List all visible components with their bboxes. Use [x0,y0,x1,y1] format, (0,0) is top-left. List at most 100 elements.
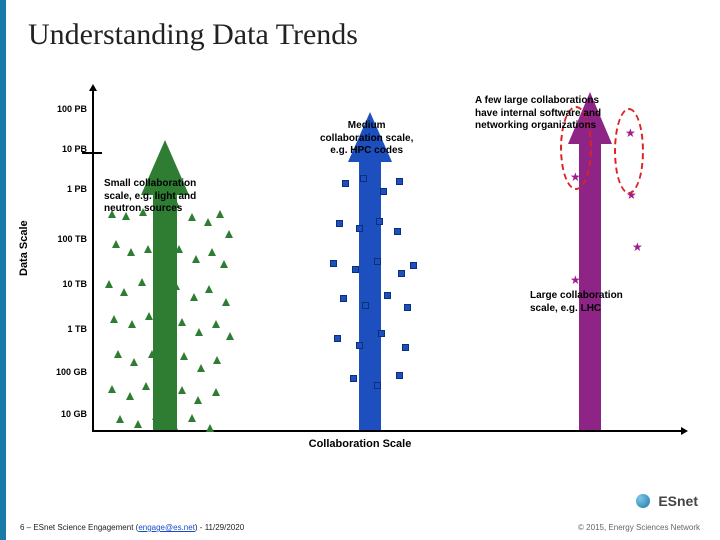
triangle-marker [148,350,156,358]
square-marker [356,342,363,349]
square-marker [378,330,385,337]
triangle-marker [190,293,198,301]
x-axis [92,430,682,432]
square-marker [402,344,409,351]
triangle-marker [130,358,138,366]
y-tick: 1 TB [32,325,87,334]
y-axis-label: Data Scale [18,220,30,276]
square-marker [360,175,367,182]
esnet-logo-icon [634,492,652,510]
y-tick: 100 TB [32,235,87,244]
triangle-marker [138,278,146,286]
triangle-marker [164,362,172,370]
square-marker [376,218,383,225]
triangle-marker [105,280,113,288]
brand-side-bar [0,0,6,540]
x-axis-label: Collaboration Scale [309,438,412,450]
triangle-marker [205,285,213,293]
highlight-ellipse [614,108,644,194]
triangle-marker [178,318,186,326]
triangle-marker [192,255,200,263]
triangle-marker [216,210,224,218]
square-marker [362,302,369,309]
square-marker [396,178,403,185]
triangle-marker [142,382,150,390]
square-marker [398,270,405,277]
square-marker [334,335,341,342]
triangle-marker [212,388,220,396]
square-marker [380,188,387,195]
triangle-marker [116,415,124,423]
triangle-marker [154,215,162,223]
y-tick: 100 PB [32,105,87,114]
triangle-marker [160,394,168,402]
esnet-logo-text: ESnet [658,493,698,509]
triangle-marker [212,320,220,328]
triangle-marker [160,252,168,260]
triangle-marker [208,248,216,256]
chart-area: Data Scale Collaboration Scale 100 PB10 … [30,80,690,460]
triangle-marker [180,352,188,360]
annotation-small: Small collaborationscale, e.g. light and… [104,178,196,216]
square-marker [356,225,363,232]
square-marker [374,382,381,389]
triangle-marker [120,288,128,296]
square-marker [340,295,347,302]
triangle-marker [114,350,122,358]
y-tick: 10 TB [32,280,87,289]
square-marker [394,228,401,235]
square-marker [330,260,337,267]
triangle-marker [175,245,183,253]
star-marker: ★ [570,275,580,285]
y-tick-dash [82,152,102,154]
triangle-marker [213,356,221,364]
footer-left: 6 – ESnet Science Engagement (engage@es.… [20,523,244,532]
annotation-top-right: A few large collaborationshave internal … [475,95,601,133]
triangle-marker [197,364,205,372]
triangle-marker [156,290,164,298]
esnet-logo: ESnet [634,492,698,510]
square-marker [384,292,391,299]
triangle-marker [162,325,170,333]
triangle-marker [226,332,234,340]
footer-date: 11/29/2020 [205,523,244,532]
triangle-marker [195,328,203,336]
triangle-marker [222,298,230,306]
y-axis [92,90,94,430]
triangle-marker [112,240,120,248]
triangle-marker [172,282,180,290]
footer-copyright: © 2015, Energy Sciences Network [578,523,700,532]
square-marker [350,375,357,382]
square-marker [336,220,343,227]
triangle-marker [220,260,228,268]
triangle-marker [178,386,186,394]
triangle-marker [170,422,178,430]
triangle-marker [194,396,202,404]
square-marker [410,262,417,269]
triangle-marker [127,248,135,256]
triangle-marker [188,414,196,422]
annotation-large: Large collaborationscale, e.g. LHC [530,290,623,315]
triangle-marker [126,392,134,400]
square-marker [396,372,403,379]
triangle-marker [144,245,152,253]
square-marker [352,266,359,273]
triangle-marker [145,312,153,320]
square-marker [342,180,349,187]
triangle-marker [152,412,160,420]
slide-title: Understanding Data Trends [28,18,358,52]
y-tick: 10 PB [32,145,87,154]
y-tick: 1 PB [32,185,87,194]
triangle-marker [204,218,212,226]
annotation-medium: Mediumcollaboration scale,e.g. HPC codes [320,120,413,158]
engage-email-link[interactable]: engage@es.net [138,523,195,532]
triangle-marker [110,315,118,323]
triangle-marker [108,385,116,393]
triangle-marker [225,230,233,238]
y-tick: 100 GB [32,368,87,377]
triangle-marker [206,424,214,432]
star-marker: ★ [632,242,642,252]
y-tick: 10 GB [32,410,87,419]
triangle-marker [134,420,142,428]
square-marker [404,304,411,311]
